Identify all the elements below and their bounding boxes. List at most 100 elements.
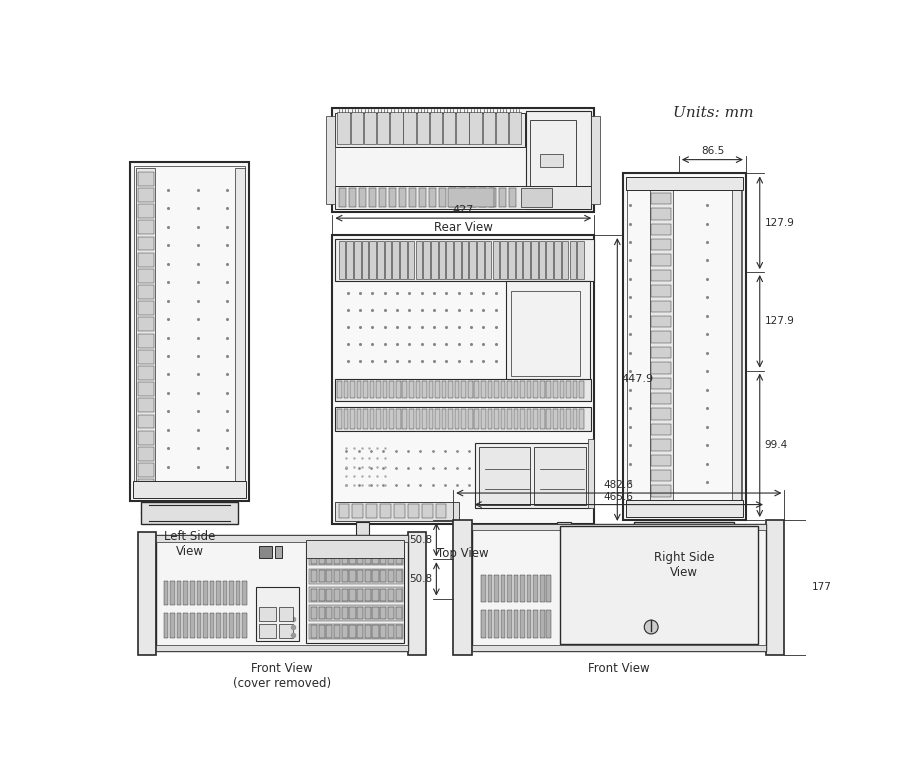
Bar (334, 625, 340, 638)
Bar (349, 570, 356, 582)
Bar (493, 241, 499, 279)
Bar (501, 409, 506, 429)
Bar (336, 113, 525, 147)
Bar (373, 588, 379, 601)
Bar (496, 112, 508, 144)
Bar (651, 254, 671, 266)
Bar (183, 581, 188, 605)
Circle shape (143, 541, 151, 549)
Bar (137, 398, 154, 412)
Bar (651, 316, 671, 327)
Bar (626, 500, 743, 517)
Bar (506, 281, 590, 381)
Bar (622, 174, 746, 520)
Bar (462, 409, 466, 429)
Bar (579, 409, 584, 429)
Bar (337, 409, 341, 429)
Bar (527, 409, 532, 429)
Bar (183, 613, 188, 638)
Bar (651, 424, 671, 435)
Bar (177, 613, 181, 638)
Bar (341, 570, 348, 582)
Bar (326, 588, 332, 601)
Bar (311, 551, 317, 564)
Bar (337, 381, 341, 398)
Bar (363, 409, 368, 429)
Bar (326, 551, 332, 564)
Bar (533, 610, 538, 638)
Bar (366, 504, 377, 519)
Bar (373, 625, 379, 638)
Bar (408, 504, 418, 519)
Bar (454, 381, 460, 398)
Bar (311, 588, 317, 601)
Bar (370, 381, 374, 398)
Bar (338, 112, 350, 144)
Bar (358, 188, 366, 207)
Bar (373, 607, 379, 619)
Bar (209, 613, 215, 638)
Bar (137, 237, 154, 250)
Bar (137, 172, 154, 186)
Bar (357, 409, 361, 429)
Bar (559, 381, 564, 398)
Bar (380, 607, 386, 619)
Bar (357, 588, 363, 601)
Bar (558, 523, 571, 539)
Bar (469, 188, 477, 207)
Bar (501, 610, 506, 638)
Bar (171, 581, 175, 605)
Bar (357, 625, 363, 638)
Bar (339, 188, 347, 207)
Bar (634, 522, 735, 543)
Bar (562, 241, 568, 279)
Bar (363, 381, 368, 398)
Bar (514, 381, 518, 398)
Bar (399, 188, 406, 207)
Bar (488, 409, 492, 429)
Bar (341, 588, 348, 601)
Bar (651, 193, 671, 205)
Bar (156, 536, 408, 651)
Bar (236, 613, 241, 638)
Bar (566, 409, 571, 429)
Bar (438, 188, 446, 207)
Bar (481, 409, 486, 429)
Bar (376, 381, 381, 398)
Bar (501, 574, 506, 602)
Bar (470, 112, 482, 144)
Bar (547, 381, 551, 398)
Bar (579, 381, 584, 398)
Bar (554, 241, 560, 279)
Text: Front View: Front View (588, 662, 649, 676)
Bar (163, 613, 169, 638)
Circle shape (459, 584, 466, 591)
Bar (430, 112, 442, 144)
Circle shape (143, 637, 151, 645)
Bar (553, 381, 558, 398)
Bar (368, 188, 376, 207)
Bar (388, 588, 394, 601)
Circle shape (771, 584, 779, 591)
Bar (370, 409, 374, 429)
Bar (540, 409, 544, 429)
Bar (539, 241, 545, 279)
Bar (428, 188, 436, 207)
Bar (326, 570, 332, 582)
Bar (349, 625, 356, 638)
Bar (651, 439, 671, 451)
Bar (526, 111, 591, 209)
Text: 50.8: 50.8 (409, 574, 433, 584)
Bar (352, 504, 363, 519)
Bar (332, 235, 594, 524)
Bar (332, 108, 594, 212)
Bar (380, 504, 391, 519)
Bar (520, 409, 525, 429)
Circle shape (771, 530, 779, 538)
Bar (319, 551, 325, 564)
Bar (417, 112, 429, 144)
Bar (422, 381, 427, 398)
Bar (137, 532, 156, 655)
Bar (488, 574, 492, 602)
Bar (475, 443, 590, 509)
